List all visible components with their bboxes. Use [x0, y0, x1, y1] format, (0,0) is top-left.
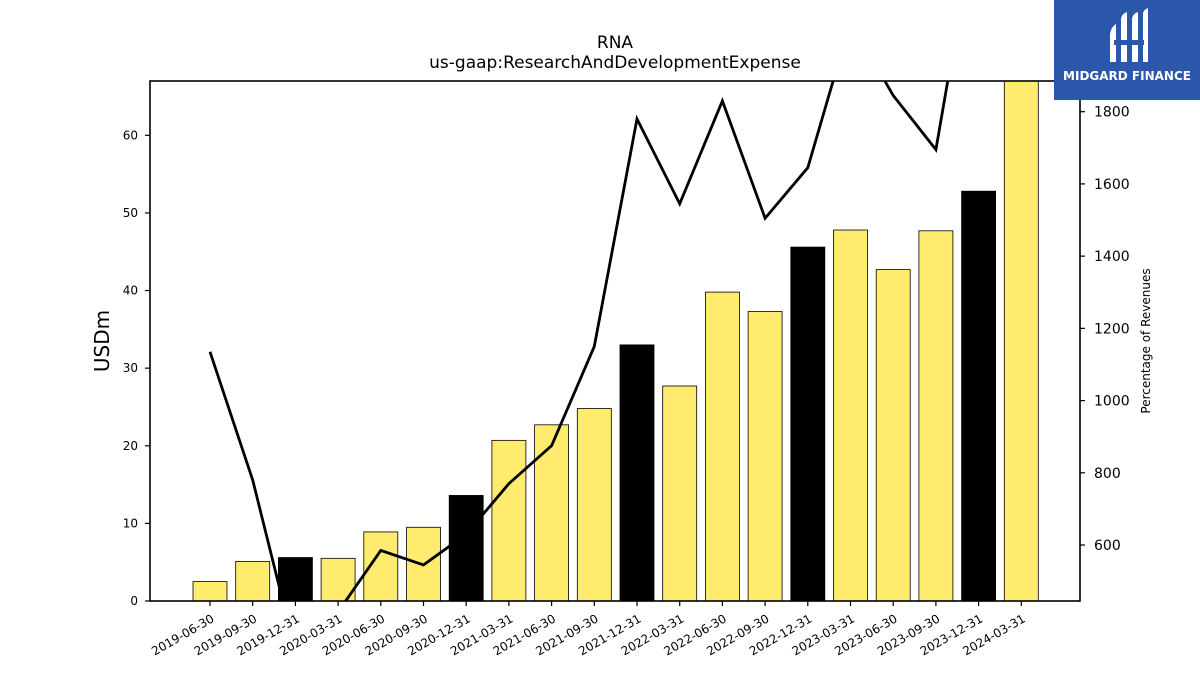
- y-tick-label: 10: [123, 516, 138, 530]
- bar-2022-09-30: [747, 311, 783, 601]
- bar-2021-12-31: [619, 344, 655, 601]
- y2-axis-label: Percentage of Revenues: [1139, 268, 1153, 413]
- chart-subtitle: us-gaap:ResearchAndDevelopmentExpense: [429, 53, 801, 73]
- y2-tick-label: 1000: [1094, 394, 1130, 410]
- bar-2022-03-31: [662, 385, 698, 601]
- y-tick-label: 0: [130, 594, 138, 608]
- y2-tick-label: 600: [1094, 538, 1121, 554]
- bar-2023-09-30: [918, 230, 954, 601]
- y-tick-label: 30: [123, 361, 138, 375]
- bar-2022-06-30: [705, 291, 740, 601]
- bar-2021-06-30: [534, 424, 569, 601]
- bar-2019-12-31: [277, 557, 313, 601]
- midgard-m-icon: [1110, 8, 1148, 62]
- y2-tick-label: 1400: [1094, 249, 1130, 265]
- y-tick-label: 20: [123, 439, 138, 453]
- chart-title: RNA: [597, 33, 634, 53]
- bar-2023-06-30: [875, 269, 911, 601]
- bar-2020-12-31: [448, 495, 484, 601]
- y-tick-label: 60: [123, 128, 138, 142]
- y-axis-label: USDm: [90, 310, 114, 372]
- x-axis: 2019-06-302019-09-302019-12-312020-03-31…: [149, 601, 1028, 658]
- y2-tick-label: 1800: [1094, 105, 1130, 121]
- y-axis-right: 600 800 1000 1200 1400 1600 1800: [1080, 105, 1130, 554]
- plot-frame: [149, 80, 1081, 602]
- y2-tick-label: 800: [1094, 466, 1121, 482]
- logo-text: MIDGARD FINANCE: [1063, 69, 1191, 83]
- line-group: [208, 81, 950, 601]
- y-tick-label: 40: [123, 284, 138, 298]
- percentage-line: [208, 81, 950, 601]
- bar-2021-09-30: [576, 408, 612, 601]
- bar-2024-03-31: [1003, 81, 1039, 601]
- bar-2023-12-31: [961, 190, 996, 601]
- logo: MIDGARD FINANCE: [1054, 0, 1200, 100]
- bar-2022-12-31: [790, 246, 826, 601]
- y-axis-left: 0 10 20 30 40 50 60: [123, 128, 150, 608]
- bar-2021-03-31: [491, 439, 527, 601]
- y2-tick-label: 1200: [1094, 321, 1130, 337]
- bar-2023-03-31: [833, 229, 868, 601]
- bar-2019-09-30: [235, 561, 271, 601]
- bar-2019-06-30: [192, 581, 228, 601]
- y2-tick-label: 1600: [1094, 177, 1130, 193]
- y-tick-label: 50: [123, 206, 138, 220]
- bar-group: [192, 81, 1039, 601]
